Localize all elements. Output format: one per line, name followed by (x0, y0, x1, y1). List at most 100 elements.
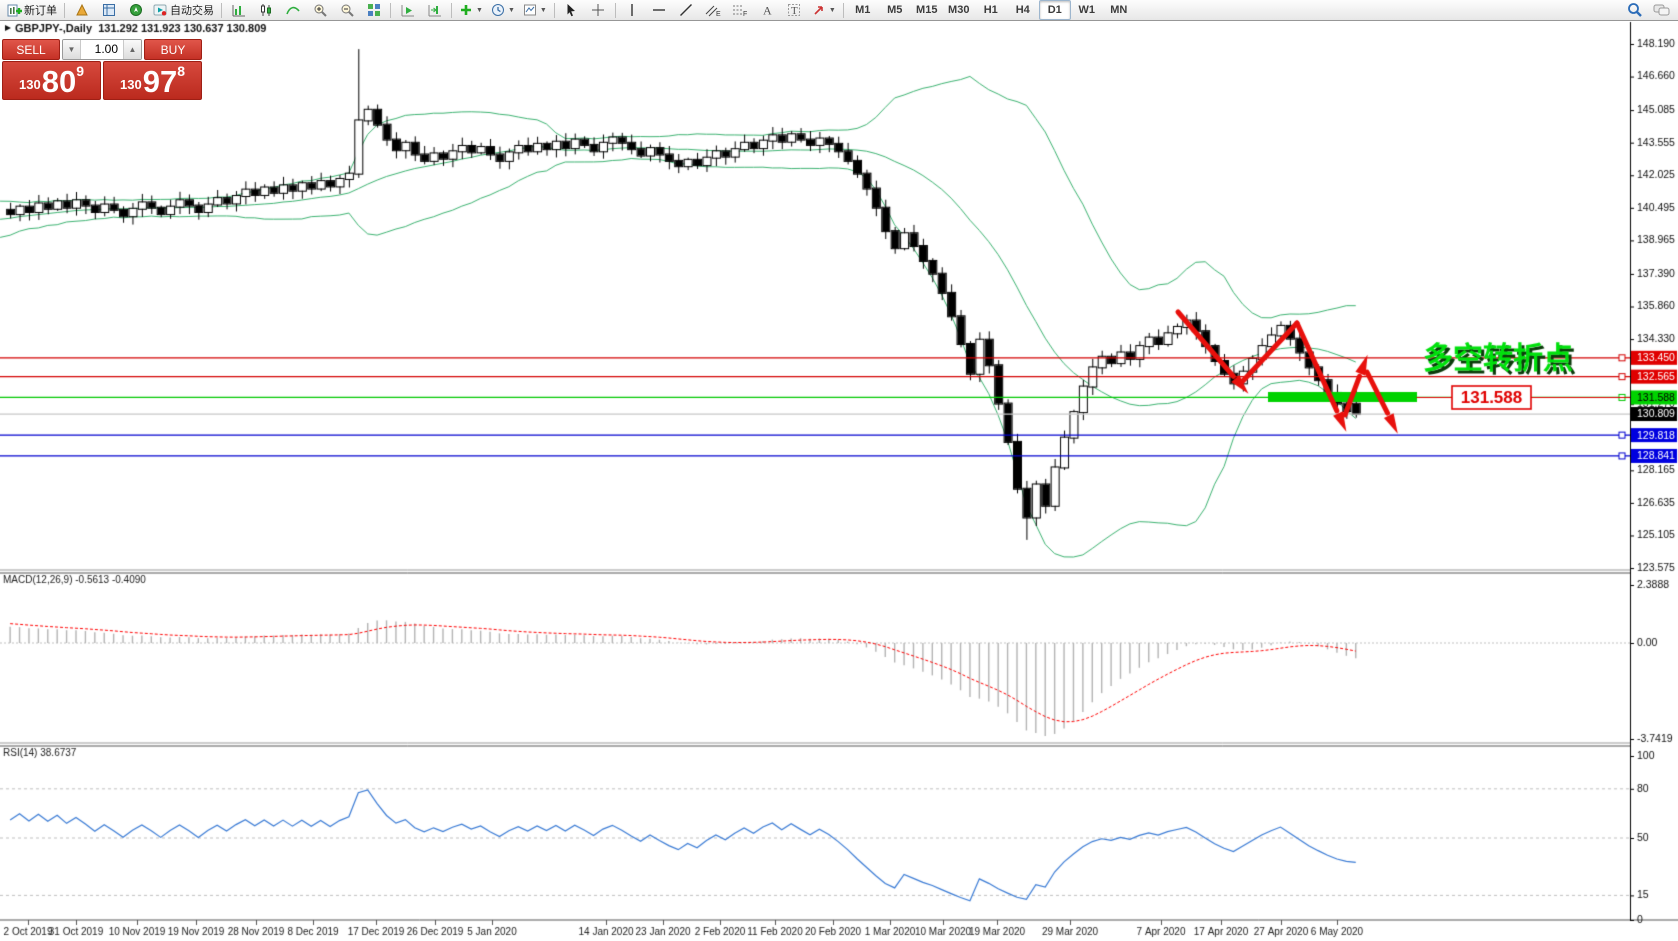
autotrading-label: 自动交易 (170, 5, 214, 17)
volume-stepper: ▼ 1.00 ▲ (62, 39, 142, 60)
zoom-in-icon (313, 3, 327, 17)
equidistant-channel-button[interactable]: E (700, 0, 727, 20)
volume-increase-button[interactable]: ▲ (123, 40, 141, 59)
toolbar-separator (221, 2, 222, 18)
buy-price-box[interactable]: 130 97 8 (103, 61, 202, 100)
add-indicator-icon (459, 3, 473, 17)
toolbar-separator (842, 2, 844, 18)
profiles-icon (75, 3, 89, 17)
auto-scroll-button[interactable] (394, 0, 421, 20)
text-button[interactable]: A (754, 0, 781, 20)
templates-icon (523, 3, 537, 17)
text-label-icon: T (787, 3, 801, 17)
crosshair-icon (591, 3, 605, 17)
one-click-trading-panel: SELL ▼ 1.00 ▲ BUY 130 80 9 130 97 8 (2, 39, 202, 100)
svg-text:F: F (743, 11, 747, 17)
arrows-button[interactable]: ▼ (808, 0, 840, 20)
chart-canvas[interactable] (0, 21, 1678, 941)
auto-scroll-icon (401, 3, 415, 17)
toolbar-separator (553, 2, 555, 18)
new-order-icon (7, 3, 22, 18)
market-watch-button[interactable] (95, 0, 122, 20)
chart-shift-icon (428, 3, 442, 17)
volume-value[interactable]: 1.00 (94, 42, 118, 56)
zoom-in-button[interactable] (306, 0, 333, 20)
text-icon: A (760, 3, 774, 18)
new-order-button[interactable]: 新订单 (3, 0, 61, 20)
indicator-window-button[interactable] (225, 0, 252, 20)
fibonacci-button[interactable]: F (727, 0, 754, 20)
timeframe-m5-button[interactable]: M5 (887, 4, 903, 16)
buy-price-sup: 8 (177, 63, 185, 79)
search-button[interactable] (1621, 0, 1648, 20)
indicator-window-icon (232, 3, 246, 17)
svg-text:T: T (791, 5, 798, 17)
new-order-label: 新订单 (24, 5, 57, 17)
chart-candlesticks-button[interactable] (252, 0, 279, 20)
main-toolbar: 新订单 自动交易 ▼ ▼ ▼ E F A T ▼ M1 M5 M15 M30 H1 H4 D1 W1 MN (0, 0, 1678, 21)
volume-decrease-button[interactable]: ▼ (63, 40, 81, 59)
buy-price-small: 130 (120, 77, 142, 92)
autotrading-button[interactable]: 自动交易 (149, 0, 218, 20)
navigator-button[interactable] (122, 0, 149, 20)
sell-price-box[interactable]: 130 80 9 (2, 61, 101, 100)
fibonacci-icon: F (732, 3, 748, 17)
svg-text:E: E (716, 11, 721, 17)
sell-price-sup: 9 (76, 63, 84, 79)
chevron-down-icon: ▼ (476, 6, 483, 14)
chevron-down-icon: ▼ (539, 6, 547, 14)
horizontal-line-icon (652, 3, 666, 17)
sell-price-small: 130 (19, 77, 41, 92)
timeframe-mn-button[interactable]: MN (1110, 4, 1128, 16)
tile-windows-icon (367, 3, 381, 17)
chevron-down-icon: ▼ (507, 6, 515, 14)
tile-windows-button[interactable] (360, 0, 387, 20)
timeframe-w1-button[interactable]: W1 (1078, 4, 1096, 16)
chevron-down-icon: ▼ (828, 6, 836, 14)
buy-price-big: 97 (142, 64, 178, 99)
add-indicator-button[interactable]: ▼ (455, 0, 487, 20)
navigator-icon (129, 3, 143, 17)
cursor-icon (564, 3, 578, 17)
chat-icon (1653, 3, 1671, 18)
toolbar-separator (390, 2, 391, 18)
market-watch-icon (102, 3, 116, 17)
trendline-icon (679, 3, 693, 17)
chart-shift-button[interactable] (421, 0, 448, 20)
toolbar-separator (614, 2, 616, 18)
timeframe-m15-button[interactable]: M15 (916, 4, 938, 16)
toolbar-separator (64, 2, 65, 18)
timeframe-h1-button[interactable]: H1 (983, 4, 998, 16)
arrows-icon (812, 3, 826, 17)
periods-icon (491, 3, 505, 17)
line-studies-icon (285, 3, 300, 17)
autotrading-icon (153, 3, 168, 17)
timeframe-m30-button[interactable]: M30 (948, 4, 970, 16)
equidistant-channel-icon: E (705, 3, 721, 17)
search-icon (1627, 2, 1643, 18)
vertical-line-icon (625, 3, 639, 17)
templates-button[interactable]: ▼ (519, 0, 551, 20)
timeframe-d1-button[interactable]: D1 (1038, 0, 1071, 20)
toolbar-right-group (1621, 0, 1675, 20)
profiles-button[interactable] (68, 0, 95, 20)
chart-candlesticks-icon (259, 3, 273, 17)
chat-button[interactable] (1648, 0, 1675, 20)
text-label-button[interactable]: T (781, 0, 808, 20)
sell-button[interactable]: SELL (2, 39, 60, 60)
timeframe-m1-button[interactable]: M1 (855, 4, 871, 16)
zoom-out-icon (340, 3, 354, 17)
toolbar-separator (451, 2, 452, 18)
cursor-button[interactable] (558, 0, 585, 20)
line-studies-button[interactable] (279, 0, 306, 20)
vertical-line-button[interactable] (619, 0, 646, 20)
buy-button[interactable]: BUY (144, 39, 202, 60)
horizontal-line-button[interactable] (646, 0, 673, 20)
zoom-out-button[interactable] (333, 0, 360, 20)
svg-text:A: A (763, 4, 772, 18)
periods-button[interactable]: ▼ (487, 0, 519, 20)
sell-price-big: 80 (41, 64, 77, 99)
crosshair-button[interactable] (585, 0, 612, 20)
timeframe-h4-button[interactable]: H4 (1015, 4, 1030, 16)
trendline-button[interactable] (673, 0, 700, 20)
